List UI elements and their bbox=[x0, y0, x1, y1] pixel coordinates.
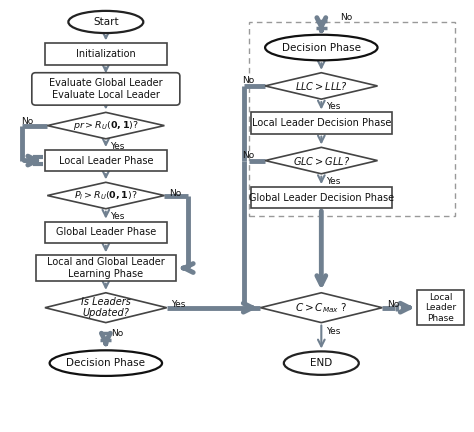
Text: Initialization: Initialization bbox=[76, 49, 136, 59]
Text: No: No bbox=[169, 189, 182, 198]
Text: $pr > R_U(\mathbf{0,1})$?: $pr > R_U(\mathbf{0,1})$? bbox=[73, 119, 139, 132]
Text: $C > C_{Max}$ ?: $C > C_{Max}$ ? bbox=[295, 301, 347, 314]
Bar bbox=[249, 22, 455, 216]
Bar bbox=[251, 187, 392, 208]
Text: Yes: Yes bbox=[110, 212, 125, 221]
Ellipse shape bbox=[68, 11, 143, 33]
Text: Yes: Yes bbox=[326, 102, 340, 111]
Text: $LLC > LLL$?: $LLC > LLL$? bbox=[295, 80, 348, 92]
Text: $GLC > GLL$?: $GLC > GLL$? bbox=[293, 155, 350, 167]
Text: Start: Start bbox=[93, 17, 118, 27]
Text: No: No bbox=[340, 13, 352, 22]
Bar bbox=[45, 43, 167, 65]
Text: Global Leader Decision Phase: Global Leader Decision Phase bbox=[249, 193, 394, 203]
Bar bbox=[417, 290, 464, 325]
Text: $P_i > R_U(\mathbf{0,1})$?: $P_i > R_U(\mathbf{0,1})$? bbox=[74, 189, 137, 202]
Polygon shape bbox=[47, 182, 164, 209]
Polygon shape bbox=[265, 73, 377, 99]
Text: No: No bbox=[111, 329, 124, 338]
Ellipse shape bbox=[284, 351, 359, 375]
Text: Decision Phase: Decision Phase bbox=[282, 43, 361, 53]
Text: END: END bbox=[310, 358, 332, 368]
Text: Is Leaders
Updated?: Is Leaders Updated? bbox=[81, 297, 131, 318]
Text: Yes: Yes bbox=[110, 142, 125, 151]
Polygon shape bbox=[265, 147, 377, 174]
Text: No: No bbox=[243, 76, 255, 85]
Text: Global Leader Phase: Global Leader Phase bbox=[56, 227, 156, 237]
Text: Evaluate Global Leader
Evaluate Local Leader: Evaluate Global Leader Evaluate Local Le… bbox=[49, 78, 163, 100]
Ellipse shape bbox=[265, 35, 377, 60]
Text: No: No bbox=[387, 300, 399, 309]
Text: Yes: Yes bbox=[326, 177, 340, 186]
Polygon shape bbox=[47, 112, 164, 139]
Bar bbox=[251, 112, 392, 133]
Text: Decision Phase: Decision Phase bbox=[66, 358, 146, 368]
Bar bbox=[45, 222, 167, 243]
Text: Local
Leader
Phase: Local Leader Phase bbox=[425, 293, 456, 323]
Text: Yes: Yes bbox=[172, 300, 186, 309]
Text: No: No bbox=[21, 117, 34, 126]
FancyBboxPatch shape bbox=[32, 73, 180, 105]
Polygon shape bbox=[45, 293, 167, 323]
Ellipse shape bbox=[50, 350, 162, 376]
Bar bbox=[36, 255, 176, 281]
Text: Local Leader Phase: Local Leader Phase bbox=[59, 156, 153, 165]
Text: Local and Global Leader
Learning Phase: Local and Global Leader Learning Phase bbox=[47, 257, 164, 279]
Text: Yes: Yes bbox=[326, 327, 340, 337]
Polygon shape bbox=[260, 293, 382, 323]
Bar bbox=[45, 150, 167, 171]
Text: Local Leader Decision Phase: Local Leader Decision Phase bbox=[252, 118, 391, 128]
Text: No: No bbox=[243, 151, 255, 160]
